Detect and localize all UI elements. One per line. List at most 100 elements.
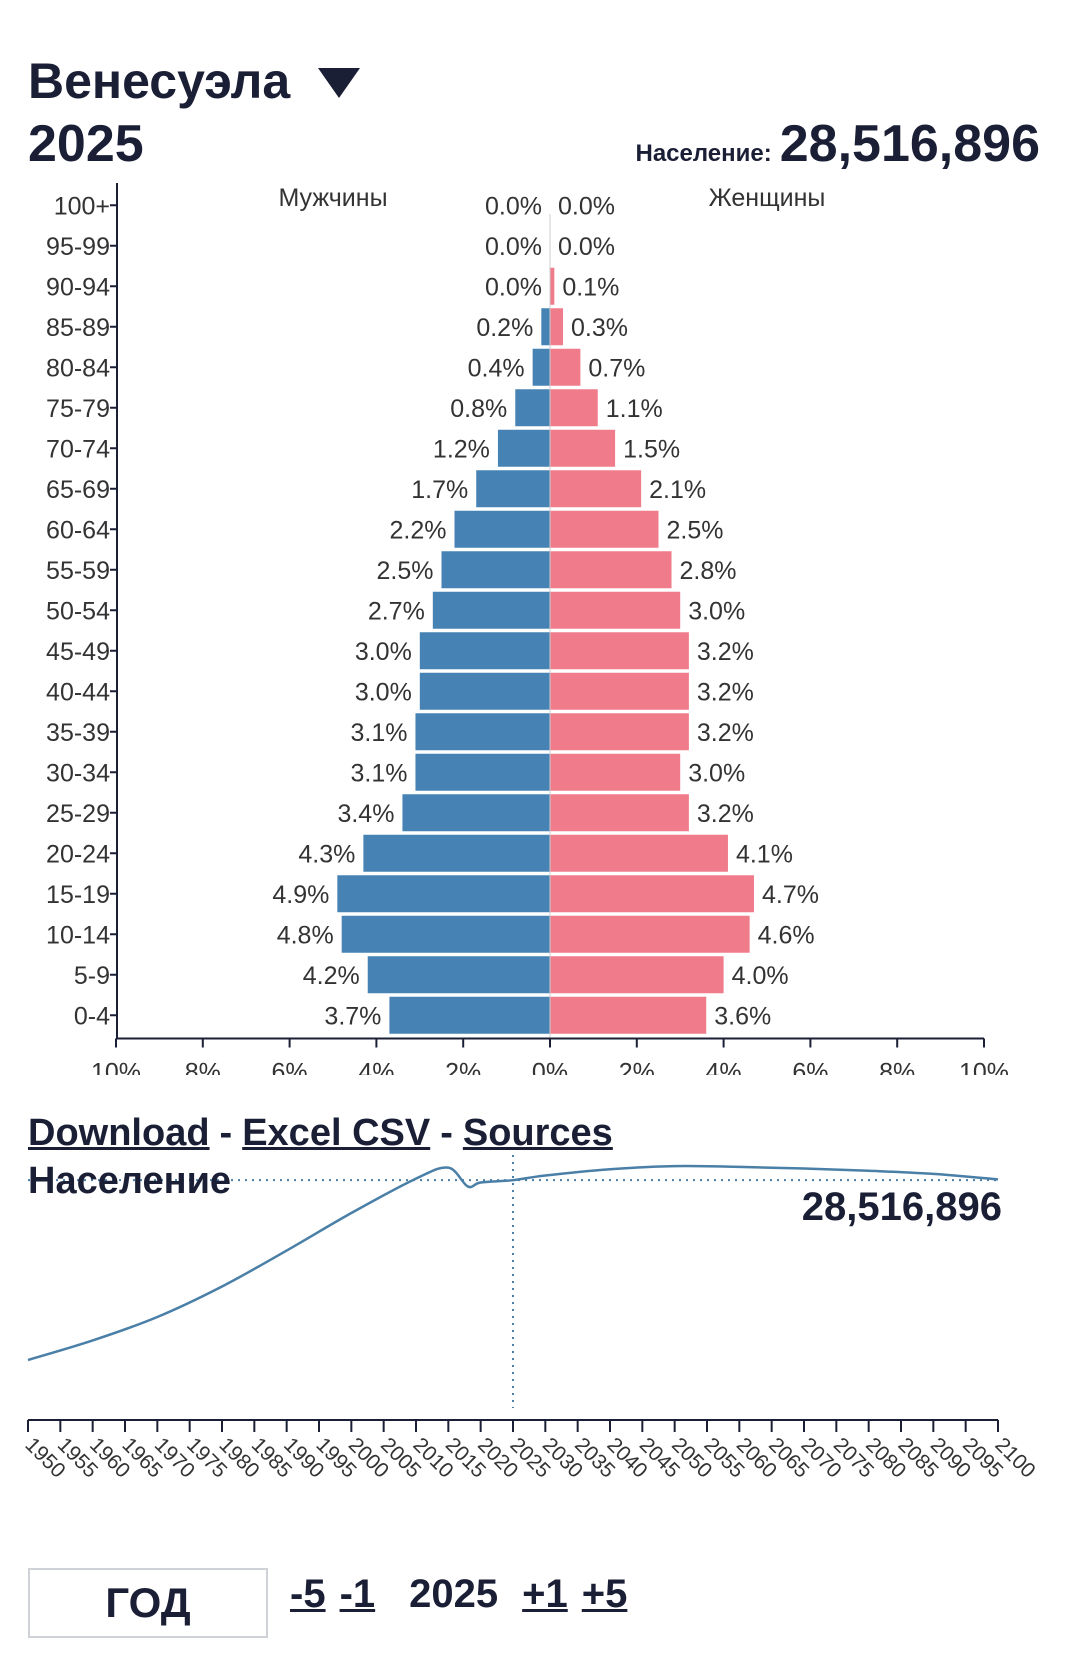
female-bar	[550, 834, 728, 872]
female-value-label: 3.2%	[697, 800, 754, 828]
x-tick-label: 8%	[185, 1059, 221, 1076]
male-value-label: 3.0%	[355, 678, 412, 706]
male-value-label: 0.4%	[468, 354, 525, 382]
male-value-label: 3.1%	[350, 719, 407, 747]
female-bar	[550, 591, 681, 629]
dropdown-triangle-icon	[318, 68, 361, 98]
x-tick-label: 6%	[272, 1059, 308, 1076]
male-value-label: 0.2%	[476, 314, 533, 342]
age-group-label: 95-99	[46, 233, 110, 261]
female-value-label: 4.6%	[758, 921, 815, 949]
female-bar	[550, 510, 659, 548]
female-value-label: 4.7%	[762, 881, 819, 909]
male-value-label: 4.8%	[277, 921, 334, 949]
male-value-label: 0.0%	[485, 192, 542, 220]
female-bar	[550, 996, 707, 1034]
female-value-label: 0.3%	[571, 314, 628, 342]
male-bar	[341, 915, 550, 953]
age-group-label: 15-19	[46, 881, 110, 909]
age-group-label: 0-4	[74, 1002, 110, 1030]
female-bar	[550, 875, 754, 913]
age-group-label: 5-9	[74, 962, 110, 990]
female-value-label: 3.2%	[697, 719, 754, 747]
x-tick-label: 2%	[619, 1059, 655, 1076]
population-trend-line	[27, 1164, 999, 1362]
download-links: Download - Excel CSV - Sources	[28, 1112, 613, 1155]
male-value-label: 3.0%	[355, 638, 412, 666]
female-value-label: 4.1%	[736, 840, 793, 868]
year-plus1-button[interactable]: +1	[522, 1572, 568, 1616]
female-value-label: 0.1%	[562, 273, 619, 301]
male-value-label: 1.7%	[411, 476, 468, 504]
male-value-label: 1.2%	[433, 435, 490, 463]
male-value-label: 3.7%	[324, 1002, 381, 1030]
age-group-label: 35-39	[46, 719, 110, 747]
trend-title: Население	[28, 1160, 232, 1202]
age-group-label: 65-69	[46, 476, 110, 504]
male-value-label: 0.8%	[450, 395, 507, 423]
legend-female: Женщины	[709, 184, 826, 212]
country-name: Венесуэла	[28, 53, 291, 109]
age-group-label: 10-14	[46, 921, 110, 949]
female-bar	[550, 794, 689, 832]
female-value-label: 0.0%	[558, 192, 615, 220]
male-bar	[402, 794, 550, 832]
x-tick-label: 10%	[91, 1059, 141, 1076]
female-value-label: 2.1%	[649, 476, 706, 504]
age-group-label: 70-74	[46, 435, 110, 463]
population-trend-chart[interactable]: 1950195519601965197019751980198519901995…	[0, 1150, 1080, 1490]
current-year: 2025	[409, 1572, 499, 1616]
female-bar	[550, 713, 689, 751]
male-value-label: 3.1%	[350, 759, 407, 787]
male-bar	[337, 875, 550, 913]
male-bar	[441, 551, 550, 589]
female-bar	[550, 551, 672, 589]
male-value-label: 4.9%	[272, 881, 329, 909]
male-bar	[363, 834, 550, 872]
female-value-label: 4.0%	[732, 962, 789, 990]
age-group-label: 55-59	[46, 557, 110, 585]
excel-csv-link[interactable]: Excel CSV	[242, 1112, 431, 1154]
male-bar	[419, 632, 550, 670]
year-plus5-button[interactable]: +5	[581, 1572, 628, 1616]
year-label-box: ГОД	[28, 1568, 268, 1638]
year-minus5-button[interactable]: -5	[290, 1572, 326, 1616]
female-value-label: 3.6%	[714, 1002, 771, 1030]
female-bar	[550, 470, 642, 508]
male-bar	[415, 713, 550, 751]
year-minus1-button[interactable]: -1	[339, 1572, 376, 1616]
population-value: 28,516,896	[779, 115, 1040, 173]
download-link[interactable]: Download	[28, 1112, 210, 1154]
age-group-label: 75-79	[46, 395, 110, 423]
age-group-label: 30-34	[46, 759, 110, 787]
female-value-label: 1.1%	[606, 395, 663, 423]
link-separator: -	[440, 1112, 453, 1154]
age-group-label: 25-29	[46, 800, 110, 828]
female-value-label: 2.5%	[667, 516, 724, 544]
female-value-label: 3.0%	[688, 759, 745, 787]
male-bar	[367, 956, 550, 994]
legend-male: Мужчины	[278, 184, 387, 212]
male-bar	[419, 672, 550, 710]
age-group-label: 20-24	[46, 840, 110, 868]
female-bar	[550, 267, 555, 305]
male-bar	[389, 996, 550, 1034]
female-bar	[550, 308, 564, 346]
male-bar	[532, 348, 550, 386]
male-value-label: 3.4%	[337, 800, 394, 828]
country-selector[interactable]: Венесуэла	[28, 52, 361, 110]
male-bar	[497, 429, 550, 467]
age-group-label: 100+	[54, 192, 110, 220]
female-value-label: 3.0%	[688, 597, 745, 625]
male-value-label: 4.2%	[303, 962, 360, 990]
male-bar	[432, 591, 550, 629]
x-tick-label: 4%	[706, 1059, 742, 1076]
age-group-label: 60-64	[46, 516, 110, 544]
female-bar	[550, 632, 689, 670]
x-tick-label: 0%	[532, 1059, 568, 1076]
age-group-label: 45-49	[46, 638, 110, 666]
male-value-label: 2.5%	[377, 557, 434, 585]
x-tick-label: 10%	[959, 1059, 1009, 1076]
x-tick-label: 8%	[879, 1059, 915, 1076]
sources-link[interactable]: Sources	[462, 1112, 613, 1154]
